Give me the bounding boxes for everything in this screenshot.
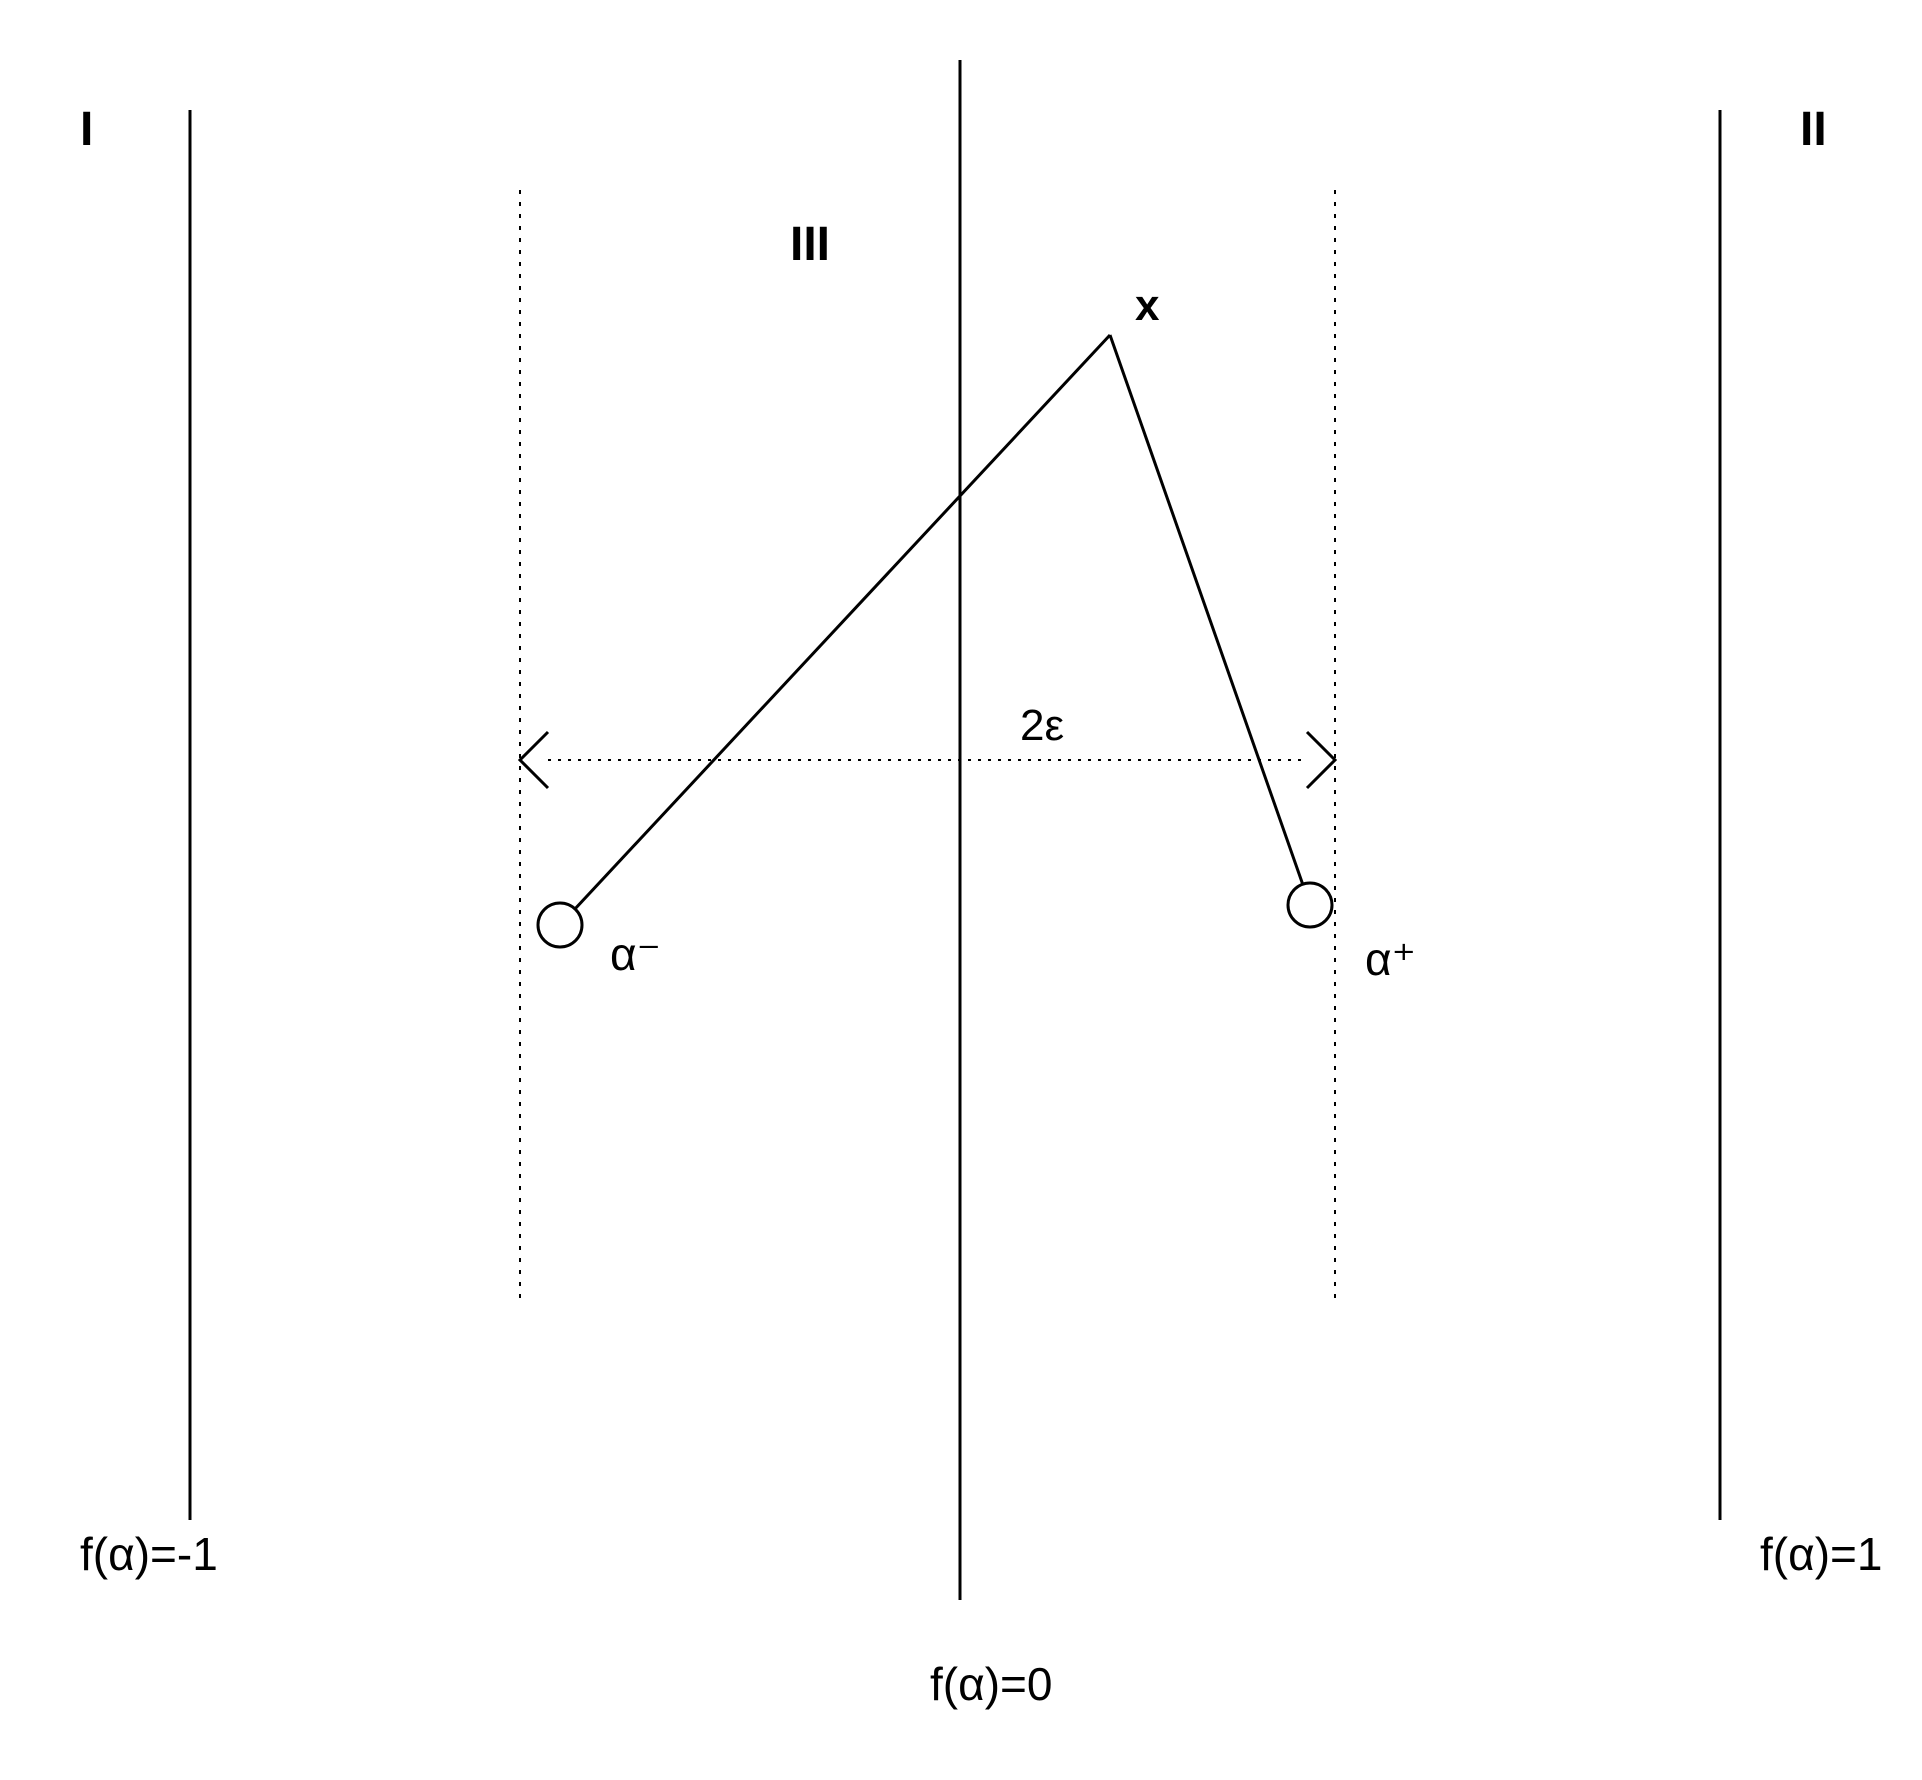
label-region-i: I	[80, 103, 93, 156]
label-f-left: f(α)=-1	[80, 1528, 218, 1580]
label-point-x: x	[1135, 281, 1160, 330]
label-alpha-plus: α⁺	[1365, 933, 1416, 985]
width-arrow-left-icon	[520, 732, 548, 788]
label-f-right: f(α)=1	[1760, 1528, 1882, 1580]
segment-alpha-plus-to-x	[1110, 335, 1310, 905]
label-region-ii: II	[1800, 103, 1827, 156]
label-region-iii: III	[790, 218, 830, 271]
point-alpha-plus	[1288, 883, 1332, 927]
label-f-center: f(α)=0	[930, 1658, 1052, 1710]
label-width-2eps: 2ε	[1020, 701, 1064, 750]
width-arrow-right-icon	[1307, 732, 1335, 788]
segment-alpha-minus-to-x	[560, 335, 1110, 925]
label-alpha-minus: α⁻	[610, 928, 661, 980]
point-alpha-minus	[538, 903, 582, 947]
